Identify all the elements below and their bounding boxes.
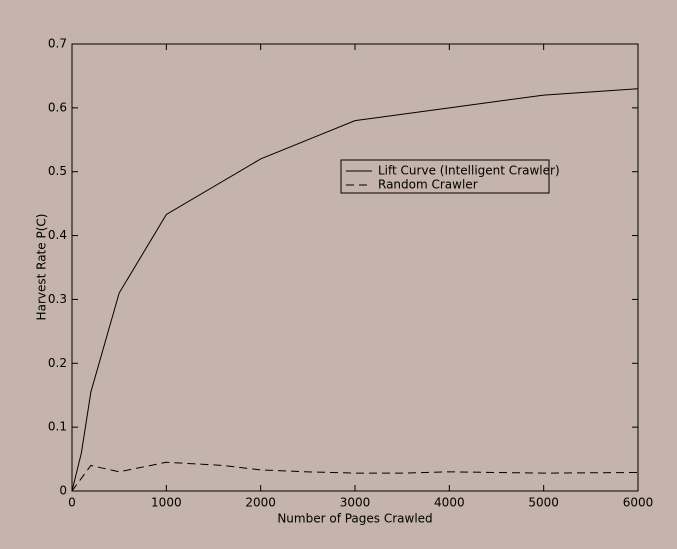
y-tick-label: 0.7	[48, 37, 67, 51]
y-tick-label: 0.6	[48, 100, 67, 114]
legend-label: Lift Curve (Intelligent Crawler)	[378, 164, 560, 178]
x-tick-label: 4000	[434, 496, 465, 510]
x-tick-label: 1000	[151, 496, 182, 510]
y-tick-label: 0.3	[48, 292, 67, 306]
y-axis-label: Harvest Rate P(C)	[35, 214, 49, 321]
y-tick-label: 0.4	[48, 228, 67, 242]
x-axis-label: Number of Pages Crawled	[277, 512, 432, 526]
legend-label: Random Crawler	[378, 178, 478, 192]
y-tick-label: 0	[59, 484, 67, 498]
y-tick-label: 0.2	[48, 356, 67, 370]
y-tick-label: 0.1	[48, 420, 67, 434]
x-tick-label: 6000	[623, 496, 654, 510]
x-tick-label: 3000	[340, 496, 371, 510]
x-tick-label: 5000	[528, 496, 559, 510]
x-tick-label: 2000	[245, 496, 276, 510]
series-line	[71, 88, 639, 492]
y-tick-label: 0.5	[48, 164, 67, 178]
legend-box	[340, 159, 550, 194]
series-line	[71, 461, 639, 492]
x-tick-label: 0	[68, 496, 76, 510]
